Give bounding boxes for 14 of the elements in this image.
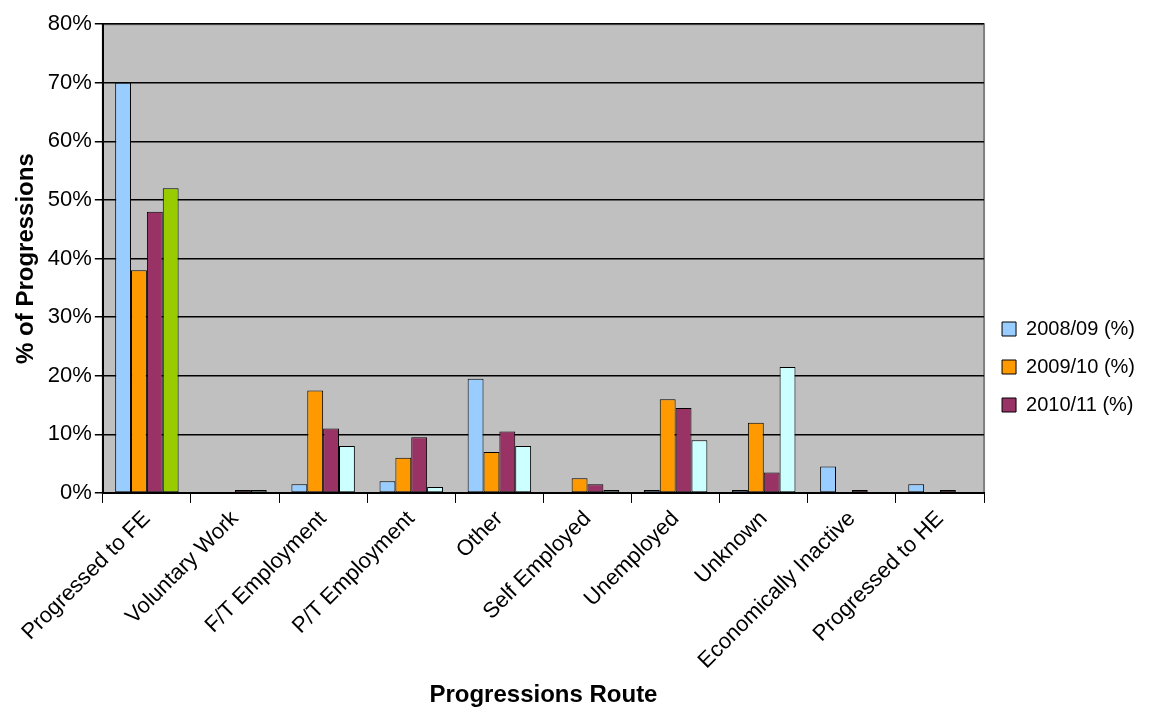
y-tick-label: 0% [60,479,92,505]
y-tick-label: 10% [47,420,92,446]
y-tick-label: 30% [47,303,92,329]
y-tick-label: 60% [47,127,92,153]
y-tick-label: 40% [47,244,92,270]
legend-label: 2010/11 (%) [1026,392,1134,415]
legend-label: 2009/10 (%) [1026,354,1136,377]
y-tick-label: 70% [47,68,92,94]
legend-label: 2008/09 (%) [1026,316,1136,339]
y-tick-label: 80% [47,10,92,36]
y-tick-label: 50% [47,186,92,212]
y-tick-label: 20% [47,361,92,387]
x-axis-title: Progressions Route [429,680,658,708]
y-axis-title: % of Progressions [11,153,39,364]
